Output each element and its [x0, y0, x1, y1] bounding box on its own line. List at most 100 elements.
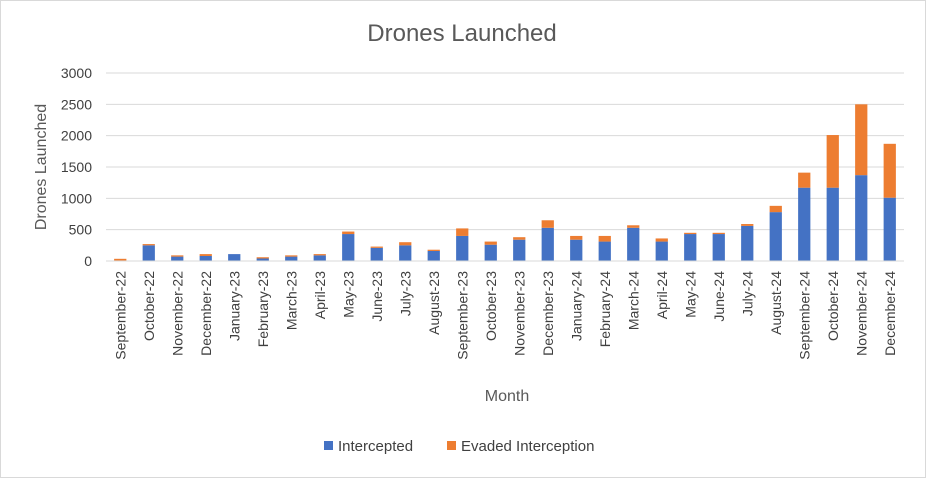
bar-intercepted	[285, 256, 298, 261]
bar-evaded-interception	[627, 225, 640, 228]
bar-evaded-interception	[855, 104, 868, 176]
x-tick-label: March-23	[283, 271, 299, 330]
y-tick-label: 1500	[61, 159, 92, 175]
bar-evaded-interception	[114, 258, 127, 261]
chart-title: Drones Launched	[367, 20, 556, 47]
bar-evaded-interception	[826, 135, 839, 188]
bar-evaded-interception	[769, 205, 782, 213]
x-tick-label: July-23	[397, 271, 413, 316]
x-tick-label: April-23	[312, 271, 328, 319]
bar-evaded-interception	[541, 220, 554, 228]
bar-intercepted	[313, 255, 326, 261]
bar-evaded-interception	[313, 254, 326, 256]
bar-intercepted	[769, 212, 782, 261]
y-tick-label: 2500	[61, 96, 92, 112]
x-tick-label: December-23	[540, 271, 556, 356]
bar-intercepted	[427, 250, 440, 261]
x-tick-label: June-24	[711, 271, 727, 322]
bar-intercepted	[741, 225, 754, 261]
bar-intercepted	[684, 234, 697, 261]
x-tick-label: August-24	[768, 271, 784, 335]
bar-intercepted	[570, 239, 583, 261]
legend-label-evaded-interception: Evaded Interception	[461, 438, 594, 455]
y-tick-label: 1000	[61, 190, 92, 206]
x-tick-label: September-24	[796, 271, 812, 360]
bar-evaded-interception	[598, 235, 611, 242]
x-axis-title: Month	[485, 388, 529, 405]
bar-intercepted	[541, 227, 554, 261]
y-axis-title: Drones Launched	[33, 104, 50, 230]
x-tick-label: January-23	[226, 271, 242, 341]
bar-evaded-interception	[199, 254, 212, 256]
bar-evaded-interception	[798, 172, 811, 188]
legend-label-intercepted: Intercepted	[338, 438, 413, 455]
bar-intercepted	[655, 241, 668, 261]
x-tick-label: September-23	[454, 271, 470, 360]
x-axis-ticks: September-22 October-22 November-22 Decembe…	[112, 271, 898, 360]
bar-evaded-interception	[484, 241, 497, 245]
bar-evaded-interception	[342, 231, 355, 235]
bar-evaded-interception	[684, 232, 697, 235]
bar-evaded-interception	[570, 235, 583, 240]
bar-evaded-interception	[712, 232, 725, 235]
x-tick-label: December-22	[198, 271, 214, 356]
legend: Intercepted Evaded Interception	[324, 438, 594, 455]
bar-intercepted	[627, 227, 640, 261]
bar-intercepted	[199, 255, 212, 261]
bar-intercepted	[883, 197, 896, 261]
x-tick-label: May-23	[340, 271, 356, 318]
x-tick-label: October-23	[483, 271, 499, 341]
bars	[114, 104, 896, 261]
x-tick-label: November-22	[169, 271, 185, 356]
bar-intercepted	[228, 254, 241, 261]
bar-intercepted	[399, 245, 412, 261]
x-tick-label: February-24	[597, 271, 613, 347]
x-tick-label: October-22	[141, 271, 157, 341]
x-tick-label: September-22	[112, 271, 128, 360]
x-tick-label: February-23	[255, 271, 271, 347]
bar-intercepted	[712, 234, 725, 261]
y-tick-label: 3000	[61, 65, 92, 81]
bar-intercepted	[513, 239, 526, 261]
bar-evaded-interception	[427, 249, 440, 251]
x-tick-label: August-23	[426, 271, 442, 335]
legend-swatch-intercepted	[324, 441, 333, 450]
bar-evaded-interception	[171, 255, 184, 257]
bar-evaded-interception	[399, 242, 412, 246]
x-tick-label: December-24	[882, 271, 898, 356]
y-tick-label: 0	[84, 253, 92, 269]
bar-intercepted	[826, 187, 839, 261]
bar-intercepted	[342, 234, 355, 261]
bar-intercepted	[798, 187, 811, 261]
bar-evaded-interception	[883, 143, 896, 198]
bar-evaded-interception	[142, 244, 155, 246]
x-tick-label: November-23	[511, 271, 527, 356]
bar-evaded-interception	[741, 224, 754, 226]
legend-swatch-evaded-interception	[447, 441, 456, 450]
bar-evaded-interception	[655, 238, 668, 242]
bar-evaded-interception	[370, 246, 383, 248]
x-tick-label: January-24	[568, 271, 584, 341]
x-tick-label: July-24	[739, 271, 755, 316]
bar-intercepted	[456, 235, 469, 261]
bar-intercepted	[370, 247, 383, 261]
bar-intercepted	[256, 258, 269, 261]
bar-evaded-interception	[285, 255, 298, 257]
bar-intercepted	[855, 175, 868, 261]
x-tick-label: October-24	[825, 271, 841, 341]
y-tick-label: 2000	[61, 128, 92, 144]
bar-intercepted	[142, 245, 155, 261]
y-tick-label: 500	[69, 222, 93, 238]
x-tick-label: April-24	[654, 271, 670, 319]
x-tick-label: November-24	[853, 271, 869, 356]
x-tick-label: May-24	[682, 271, 698, 318]
bar-evaded-interception	[513, 237, 526, 240]
gridlines	[106, 72, 904, 231]
bar-intercepted	[484, 244, 497, 261]
bar-evaded-interception	[256, 257, 269, 259]
y-axis-ticks: 0 500 1000 1500 2000 2500 3000	[61, 65, 92, 269]
x-tick-label: March-24	[625, 271, 641, 330]
bar-intercepted	[598, 241, 611, 261]
bar-evaded-interception	[456, 228, 469, 236]
